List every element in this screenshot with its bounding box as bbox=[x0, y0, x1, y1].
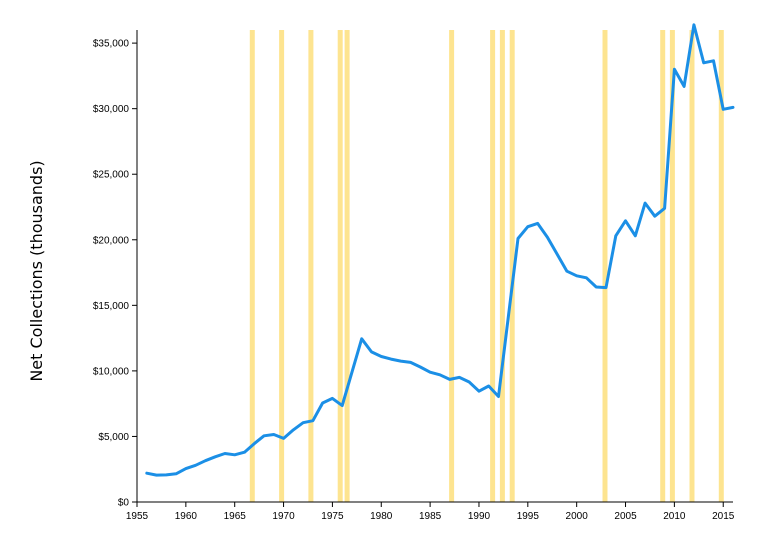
highlight-bar-7 bbox=[499, 30, 505, 502]
highlight-bar-2 bbox=[308, 30, 314, 502]
highlight-bar-9 bbox=[602, 30, 608, 502]
highlight-bar-10 bbox=[660, 30, 666, 502]
y-axis-ticks: $0 $5,000 $10,000 $15,000 $20,000 $25,000 $30,… bbox=[93, 39, 137, 509]
highlight-bar-6 bbox=[490, 30, 496, 502]
y-tick-label: $20,000 bbox=[93, 235, 130, 246]
x-tick-label: 1960 bbox=[175, 511, 198, 522]
x-tick-label: 2010 bbox=[663, 511, 686, 522]
y-tick-label: $15,000 bbox=[93, 301, 130, 312]
x-tick-label: 1995 bbox=[517, 511, 540, 522]
y-axis-title: Net Collections (thousands) bbox=[27, 160, 46, 381]
y-tick-label: $30,000 bbox=[93, 104, 130, 115]
x-tick-label: 1975 bbox=[321, 511, 344, 522]
highlight-bar-12 bbox=[689, 30, 695, 502]
x-tick-label: 1955 bbox=[126, 511, 149, 522]
y-tick-label: $0 bbox=[118, 498, 130, 509]
highlight-bar-5 bbox=[449, 30, 455, 502]
highlight-bars bbox=[249, 30, 724, 502]
axes bbox=[136, 30, 733, 503]
x-tick-label: 2015 bbox=[712, 511, 735, 522]
x-tick-label: 1990 bbox=[468, 511, 491, 522]
highlight-bar-0 bbox=[249, 30, 255, 502]
highlight-bar-11 bbox=[669, 30, 675, 502]
x-tick-label: 1980 bbox=[370, 511, 393, 522]
y-tick-label: $25,000 bbox=[93, 170, 130, 181]
x-tick-label: 2005 bbox=[614, 511, 637, 522]
highlight-bar-1 bbox=[279, 30, 285, 502]
y-tick-label: $10,000 bbox=[93, 366, 130, 377]
highlight-bar-8 bbox=[509, 30, 515, 502]
x-tick-label: 1970 bbox=[272, 511, 295, 522]
series-layer bbox=[145, 23, 735, 477]
series-line-0 bbox=[145, 23, 735, 477]
highlight-bar-4 bbox=[344, 30, 350, 502]
x-tick-label: 2000 bbox=[566, 511, 589, 522]
x-axis-ticks: 1955 1960 1965 1970 1975 1980 1985 1990 1995 2000… bbox=[126, 502, 735, 522]
x-tick-label: 1965 bbox=[224, 511, 247, 522]
y-tick-label: $35,000 bbox=[93, 39, 130, 50]
x-tick-label: 1985 bbox=[419, 511, 442, 522]
highlight-bar-13 bbox=[718, 30, 724, 502]
highlight-bar-3 bbox=[337, 30, 343, 502]
y-tick-label: $5,000 bbox=[98, 432, 129, 443]
